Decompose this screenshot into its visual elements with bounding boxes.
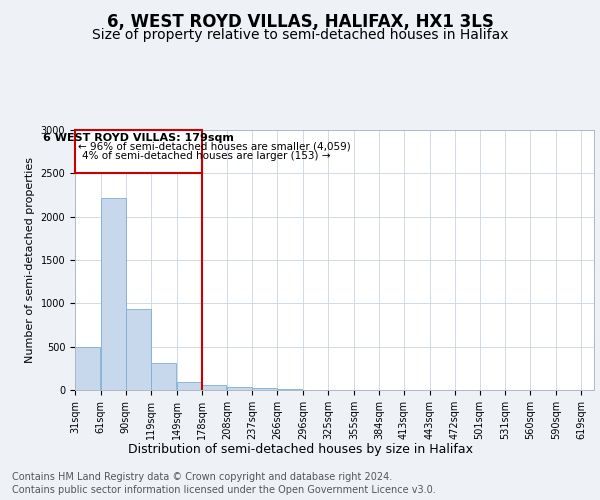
Text: 4% of semi-detached houses are larger (153) →: 4% of semi-detached houses are larger (1… — [82, 151, 331, 161]
Bar — [101, 198, 126, 390]
Bar — [151, 363, 176, 390]
Text: 6, WEST ROYD VILLAS, HALIFAX, HX1 3LS: 6, WEST ROYD VILLAS, HALIFAX, HX1 3LS — [107, 12, 493, 30]
Text: Size of property relative to semi-detached houses in Halifax: Size of property relative to semi-detach… — [92, 28, 508, 42]
Text: Contains public sector information licensed under the Open Government Licence v3: Contains public sector information licen… — [12, 485, 436, 495]
Bar — [176, 382, 202, 390]
Bar — [75, 130, 202, 174]
Bar — [227, 387, 253, 390]
Bar — [277, 389, 302, 390]
Text: Contains HM Land Registry data © Crown copyright and database right 2024.: Contains HM Land Registry data © Crown c… — [12, 472, 392, 482]
Text: Distribution of semi-detached houses by size in Halifax: Distribution of semi-detached houses by … — [128, 442, 473, 456]
Text: ← 96% of semi-detached houses are smaller (4,059): ← 96% of semi-detached houses are smalle… — [77, 142, 350, 152]
Bar — [253, 388, 277, 390]
Bar — [75, 346, 100, 390]
Text: 6 WEST ROYD VILLAS: 179sqm: 6 WEST ROYD VILLAS: 179sqm — [43, 132, 233, 142]
Bar — [202, 385, 226, 390]
Bar — [126, 308, 151, 390]
Y-axis label: Number of semi-detached properties: Number of semi-detached properties — [25, 157, 35, 363]
